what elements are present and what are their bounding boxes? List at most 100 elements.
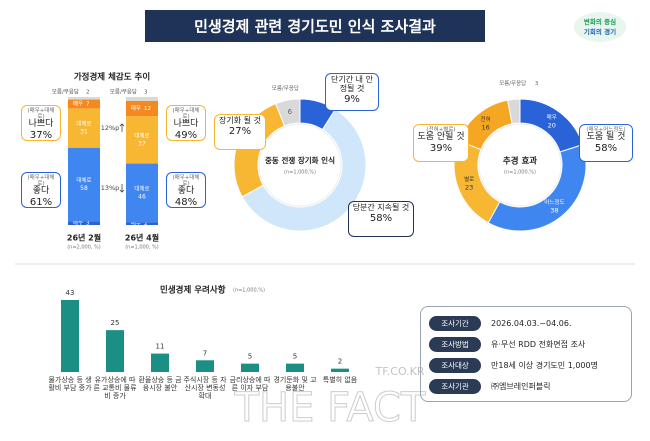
info-value: 2026.04.03.~04.06. — [491, 319, 572, 328]
value-label: 25 — [111, 319, 120, 327]
segment-value: 12 — [144, 106, 151, 112]
segment-name: 매우 — [131, 104, 141, 112]
logo-bg — [574, 12, 626, 42]
bar — [241, 363, 259, 372]
change-arrow — [119, 123, 125, 132]
logo-line: 기회의 경기 — [584, 27, 616, 36]
callout-value: 9% — [344, 93, 360, 105]
chart-title: 추경 효과 — [503, 156, 537, 167]
segment-value: 2 — [144, 221, 148, 227]
title-box — [145, 10, 485, 42]
info-value: 유·무선 RDD 전화면접 조사 — [491, 340, 586, 349]
segment-value: 37 — [138, 140, 146, 147]
callout-note: (매우+대체로) — [27, 108, 55, 121]
bar — [106, 330, 124, 372]
x-tick-label: 유가상승에 따른 교통비 물류비 증가 — [93, 376, 137, 401]
donut-segment — [241, 108, 367, 232]
segment-value: 3 — [86, 221, 90, 227]
value-label: 5 — [248, 353, 252, 361]
callout-label: 도움 될 것 — [586, 132, 626, 143]
chart-title: 민생경제 우려사항 — [160, 285, 226, 296]
callout-value: 27% — [228, 125, 252, 137]
bar — [151, 353, 169, 372]
segment-value: 58 — [80, 185, 88, 192]
callout-label: 좋다 — [177, 186, 195, 197]
survey-info: 조사기간 2026.04.03.~04.06. 조사방법 유·무선 RDD 전화면접 … — [420, 306, 632, 402]
callout-label: 장기화 될 것 — [219, 116, 261, 125]
x-note: (n=2,000, %) — [67, 245, 101, 251]
chart-title: 중동 전쟁 장기화 인식 — [265, 155, 335, 165]
bar-segment — [126, 222, 158, 225]
segment-value: 16 — [481, 123, 489, 131]
segment-name: 모름/무응답 — [52, 89, 79, 96]
segment-name: 대체로 — [76, 176, 91, 184]
info-row: 조사기간 2026.04.03.~04.06. — [429, 316, 572, 331]
x-tick-label: 물가상승 등 생활비 부담 증가 — [48, 376, 92, 393]
segment-name: 대체로 — [76, 120, 91, 128]
callout-label: 나쁘다 — [173, 119, 199, 130]
callout-value: 58% — [594, 142, 618, 154]
callout-note: (매우+대체로) — [27, 175, 55, 188]
segment-value: 2 — [86, 90, 90, 96]
callout-label: 도움 안될 것 — [417, 132, 465, 143]
donut-hole — [478, 123, 562, 207]
callout-value: 58% — [369, 212, 393, 224]
change-arrow — [119, 184, 125, 193]
x-tick-label: 경기둔화 및 고용불안 — [273, 376, 317, 393]
bar-segment — [68, 108, 100, 148]
segment-name: 어느정도 — [544, 198, 564, 206]
segment-name: 대체로 — [134, 185, 149, 193]
change-label: 13%p — [101, 184, 120, 192]
callout-note: (매우+대체로) — [172, 108, 200, 121]
segment-value: 7 — [86, 101, 90, 107]
bar-segment — [68, 97, 100, 100]
callout-label: 좋다 — [32, 186, 50, 197]
donut-hole — [258, 123, 342, 207]
info-label: 조사대상 — [429, 358, 481, 373]
callout-label: 당분간 지속될 것 — [352, 203, 410, 212]
bar-segment — [68, 99, 100, 109]
logo-line: 변화의 중심 — [584, 17, 616, 26]
bar-segment — [68, 221, 100, 225]
segment-name: 전혀 — [481, 115, 491, 123]
callout: 장기화 될 것 27% — [214, 114, 266, 150]
segment-value: 38 — [550, 207, 558, 215]
callout-note: (매우+어느정도) — [586, 127, 626, 133]
value-label: 11 — [156, 343, 165, 351]
callout: (전혀+별로) 도움 안될 것 39% — [413, 124, 469, 162]
chart-title: 가정경제 체감도 추이 — [74, 72, 150, 83]
watermark: TF.CO.KR — [374, 365, 424, 378]
bar-segment — [126, 100, 158, 117]
segment-name: 매우 — [73, 99, 83, 107]
segment-value: 31 — [80, 129, 88, 136]
bar — [61, 300, 79, 372]
value-label: 2 — [338, 358, 342, 366]
callout-label: 단기간 내 안정될 것 — [331, 75, 373, 93]
watermark: THE FACT — [234, 385, 426, 431]
callout-note: (매우+대체로) — [172, 175, 200, 188]
callout-value: 37% — [29, 129, 53, 141]
x-tick-label: 26년 2월 — [67, 233, 101, 243]
chart-note: (n=1,000,%) — [284, 170, 316, 176]
callout: (매우+대체로) 좋다 61% — [21, 172, 61, 208]
info-row: 조사방법 유·무선 RDD 전화면접 조사 — [429, 337, 585, 352]
callout: 단기간 내 안정될 것 9% — [325, 73, 379, 111]
info-value: ㈜엠브레인퍼블릭 — [491, 382, 551, 391]
segment-name: 모름/무응답 — [499, 80, 526, 87]
bar-segment — [68, 147, 100, 222]
value-label: 5 — [293, 353, 297, 361]
bar-segment — [126, 163, 158, 223]
callout-note: (전혀+별로) — [426, 127, 456, 133]
callout: (매우+어느정도) 도움 될 것 58% — [579, 124, 633, 162]
donut-segment — [275, 98, 301, 127]
segment-value: 46 — [138, 194, 146, 201]
callout: 당분간 지속될 것 58% — [348, 201, 414, 237]
callout: (매우+대체로) 좋다 48% — [166, 172, 206, 208]
info-label: 조사방법 — [429, 337, 481, 352]
segment-name: 매우 — [131, 219, 141, 227]
bar — [331, 368, 349, 372]
x-tick-label: 특별히 없음 — [322, 376, 358, 384]
